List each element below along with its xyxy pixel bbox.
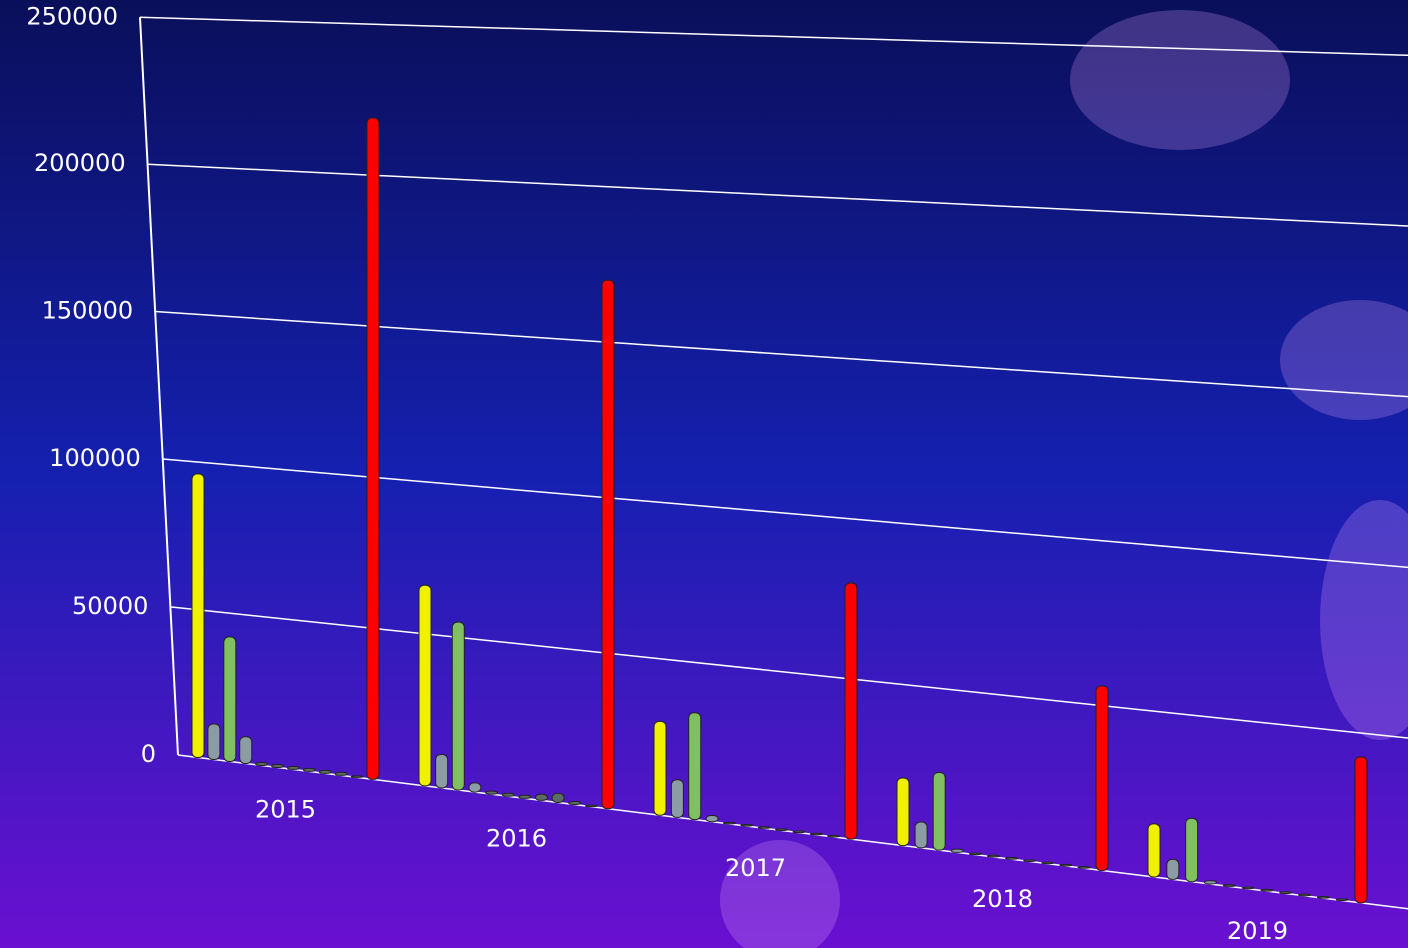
y-axis xyxy=(139,17,179,756)
bar xyxy=(551,792,565,804)
bar xyxy=(1185,817,1199,883)
bar xyxy=(584,804,598,808)
x-tick-label: 2019 xyxy=(1227,917,1288,945)
y-tick-label: 200000 xyxy=(34,149,126,177)
bar xyxy=(435,753,449,789)
bar xyxy=(350,775,364,778)
bar xyxy=(366,117,380,780)
bar xyxy=(1203,880,1217,885)
bar xyxy=(485,790,499,795)
grid-line xyxy=(155,310,1408,398)
bar xyxy=(688,712,702,821)
bar xyxy=(271,763,285,768)
bar xyxy=(1077,866,1091,869)
bar xyxy=(207,723,221,760)
bar xyxy=(318,769,332,774)
bar xyxy=(844,582,858,840)
bar xyxy=(932,771,946,851)
bar xyxy=(792,830,806,834)
bar xyxy=(534,793,548,801)
bar xyxy=(986,854,1000,858)
decoration xyxy=(720,10,1408,948)
bar xyxy=(950,848,964,853)
bar xyxy=(1041,861,1055,865)
y-tick-label: 0 xyxy=(141,740,156,768)
bar xyxy=(286,765,300,770)
bar xyxy=(601,279,615,810)
bar xyxy=(1241,886,1255,890)
y-tick-label: 50000 xyxy=(72,592,148,620)
x-tick-label: 2017 xyxy=(725,854,786,882)
bar xyxy=(1095,685,1109,872)
bar xyxy=(223,636,237,762)
bar xyxy=(418,584,432,787)
bar xyxy=(1005,857,1019,860)
bar xyxy=(757,826,771,829)
bar xyxy=(809,832,823,836)
bar xyxy=(1298,893,1312,897)
bar xyxy=(968,852,982,856)
bar xyxy=(451,621,465,791)
bar xyxy=(255,761,269,766)
bar xyxy=(334,771,348,776)
bar xyxy=(1279,891,1293,894)
bar xyxy=(239,736,253,764)
x-tick-label: 2016 xyxy=(486,824,547,852)
bar xyxy=(1023,859,1037,862)
bar xyxy=(501,792,515,797)
bar xyxy=(827,834,841,838)
bar xyxy=(568,800,582,806)
bar xyxy=(1260,888,1274,892)
bar xyxy=(740,824,754,827)
bar xyxy=(191,473,205,758)
bar xyxy=(722,821,736,825)
bar xyxy=(1222,884,1236,887)
bar xyxy=(896,777,910,847)
bar xyxy=(775,828,789,831)
grid-line xyxy=(147,163,1408,227)
bar xyxy=(468,782,482,793)
x-tick-label: 2015 xyxy=(255,795,316,823)
bar xyxy=(1354,756,1368,904)
grid-line xyxy=(162,458,1408,569)
bar xyxy=(1335,898,1349,902)
x-tick-label: 2018 xyxy=(972,885,1033,913)
bar xyxy=(1316,895,1330,899)
grid-line xyxy=(139,16,1408,57)
y-tick-label: 100000 xyxy=(49,444,141,472)
bar xyxy=(670,779,684,818)
y-tick-label: 150000 xyxy=(42,296,134,324)
bar xyxy=(518,794,532,799)
bar xyxy=(1147,823,1161,878)
bar xyxy=(302,767,316,772)
grid-line xyxy=(170,606,1408,739)
y-tick-label: 250000 xyxy=(26,2,118,30)
bar xyxy=(705,814,719,823)
bar xyxy=(1059,863,1073,867)
bar xyxy=(914,821,928,849)
bar xyxy=(1166,858,1180,880)
bar xyxy=(653,720,667,816)
